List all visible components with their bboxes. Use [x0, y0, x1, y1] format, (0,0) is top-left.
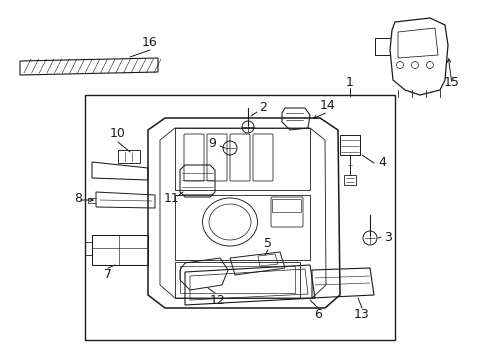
Text: 10: 10 — [110, 126, 126, 140]
Text: 6: 6 — [313, 309, 321, 321]
Text: 8: 8 — [74, 192, 82, 204]
Text: 3: 3 — [383, 230, 391, 243]
Text: 4: 4 — [377, 156, 385, 168]
Text: 16: 16 — [142, 36, 158, 49]
Text: 12: 12 — [210, 293, 225, 306]
Text: 9: 9 — [207, 136, 216, 149]
Text: 13: 13 — [353, 309, 369, 321]
Text: 2: 2 — [259, 100, 266, 113]
Text: 1: 1 — [346, 76, 353, 89]
Text: 15: 15 — [443, 76, 459, 89]
Text: 5: 5 — [264, 237, 271, 249]
Text: 14: 14 — [320, 99, 335, 112]
Text: 11: 11 — [164, 192, 180, 204]
Text: 7: 7 — [104, 269, 112, 282]
Bar — [85, 95, 394, 340]
